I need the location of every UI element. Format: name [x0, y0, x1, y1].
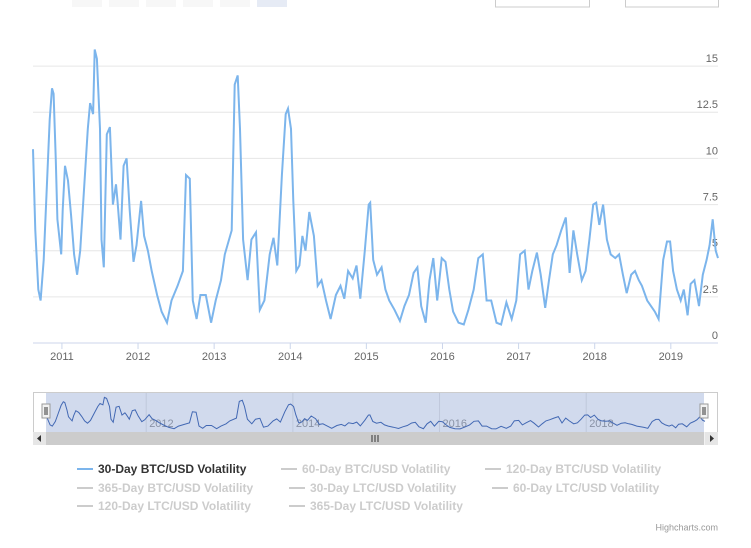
x-tick-label: 2015	[354, 351, 378, 363]
navigator-handle[interactable]	[699, 403, 709, 419]
legend-item[interactable]: 365-Day BTC/USD Volatility	[77, 481, 253, 495]
x-tick-label: 2017	[506, 351, 530, 363]
legend-label: 365-Day BTC/USD Volatility	[98, 481, 253, 495]
range-selector	[72, 0, 719, 8]
x-tick-label: 2016	[430, 351, 454, 363]
y-tick-label: 12.5	[697, 99, 718, 111]
y-tick-label: 2.5	[703, 284, 718, 296]
legend-label: 30-Day BTC/USD Volatility	[98, 462, 247, 476]
legend-item[interactable]: 60-Day BTC/USD Volatility	[281, 462, 451, 476]
scrollbar-arrow	[37, 435, 41, 442]
legend-label: 120-Day BTC/USD Volatility	[506, 462, 661, 476]
legend-item[interactable]: 30-Day BTC/USD Volatility	[77, 462, 247, 476]
x-tick-label: 2019	[659, 351, 683, 363]
date-input[interactable]	[625, 0, 719, 8]
navigator-mask	[46, 393, 704, 432]
navigator-outline	[33, 392, 718, 433]
legend-item[interactable]: 365-Day LTC/USD Volatility	[289, 499, 463, 513]
legend-label: 365-Day LTC/USD Volatility	[310, 499, 463, 513]
legend-item[interactable]: 120-Day BTC/USD Volatility	[485, 462, 661, 476]
legend-item[interactable]: 120-Day LTC/USD Volatility	[77, 499, 251, 513]
x-tick-label: 2013	[202, 351, 226, 363]
legend-item[interactable]: 30-Day LTC/USD Volatility	[289, 481, 457, 495]
y-tick-label: 10	[706, 145, 718, 157]
x-tick-label: 2011	[50, 351, 74, 363]
zoom-button[interactable]	[72, 0, 102, 7]
y-tick-label: 0	[712, 330, 718, 342]
scrollbar-arrow	[710, 435, 714, 442]
series-line	[32, 49, 719, 326]
zoom-button[interactable]	[109, 0, 139, 7]
navigator-tick-label: 2014	[296, 418, 320, 430]
navigator-handle[interactable]	[41, 403, 51, 419]
zoom-button[interactable]	[183, 0, 213, 7]
zoom-button[interactable]	[257, 0, 287, 7]
legend-item[interactable]: 60-Day LTC/USD Volatility	[492, 481, 660, 495]
y-tick-label: 15	[706, 53, 718, 65]
legend-label: 60-Day LTC/USD Volatility	[513, 481, 660, 495]
zoom-button[interactable]	[146, 0, 176, 7]
x-tick-label: 2018	[582, 351, 606, 363]
x-tick-label: 2014	[278, 351, 302, 363]
credits[interactable]: Highcharts.com	[655, 522, 718, 532]
legend-label: 120-Day LTC/USD Volatility	[98, 499, 251, 513]
date-input[interactable]	[495, 0, 590, 8]
x-tick-label: 2012	[126, 351, 150, 363]
y-tick-label: 7.5	[703, 191, 718, 203]
zoom-button[interactable]	[220, 0, 250, 7]
legend-label: 30-Day LTC/USD Volatility	[310, 481, 457, 495]
legend-label: 60-Day BTC/USD Volatility	[302, 462, 451, 476]
navigator-series	[44, 396, 706, 430]
